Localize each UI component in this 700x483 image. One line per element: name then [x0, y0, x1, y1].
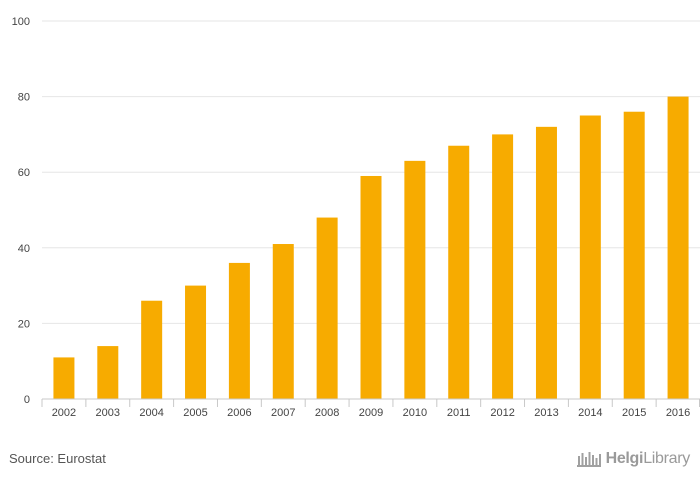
x-tick-label: 2002 — [52, 407, 76, 419]
brand-name-bold: Helgi — [605, 450, 644, 467]
bar-2016[interactable] — [667, 96, 689, 399]
y-tick-label: 100 — [12, 16, 30, 28]
y-tick-label: 20 — [18, 318, 30, 330]
x-tick-label: 2012 — [490, 407, 514, 419]
x-tick-label: 2006 — [227, 407, 251, 419]
bar-2012[interactable] — [492, 134, 514, 399]
bar-2009[interactable] — [360, 175, 382, 399]
x-tick-label: 2007 — [271, 407, 295, 419]
bar-2011[interactable] — [448, 145, 470, 399]
bar-2007[interactable] — [272, 244, 294, 399]
source-label: Source: Eurostat — [9, 451, 106, 466]
bar-2015[interactable] — [623, 111, 645, 399]
brand-name-rest: Library — [643, 450, 690, 467]
chart-footer: Source: Eurostat HelgiLibrary — [0, 440, 700, 483]
bar-2003[interactable] — [97, 346, 119, 399]
y-tick-label: 40 — [18, 243, 30, 255]
bar-2006[interactable] — [228, 262, 250, 399]
x-tick-label: 2009 — [359, 407, 383, 419]
bar-2005[interactable] — [185, 285, 207, 399]
x-tick-label: 2015 — [622, 407, 646, 419]
library-icon — [576, 452, 601, 467]
y-tick-label: 0 — [24, 394, 30, 406]
brand-name: HelgiLibrary — [605, 450, 691, 468]
bars — [53, 96, 689, 400]
x-tick-label: 2003 — [96, 407, 120, 419]
x-tick-label: 2004 — [139, 407, 163, 419]
y-tick-label: 80 — [18, 92, 30, 104]
bar-2004[interactable] — [141, 300, 163, 399]
x-tick-label: 2014 — [578, 407, 602, 419]
x-tick-label: 2008 — [315, 407, 339, 419]
x-tick-label: 2013 — [534, 407, 558, 419]
bar-2002[interactable] — [53, 357, 75, 399]
x-tick-label: 2005 — [183, 407, 207, 419]
bar-2014[interactable] — [579, 115, 601, 400]
x-axis: 2002 2003 2004 2005 2006 2007 2008 2009 2010 2011… — [41, 399, 700, 419]
bar-2008[interactable] — [316, 217, 338, 399]
x-tick-label: 2016 — [666, 407, 690, 419]
bar-2010[interactable] — [404, 160, 426, 399]
x-tick-label: 2011 — [447, 407, 471, 419]
x-tick-label: 2010 — [403, 407, 427, 419]
y-axis: 0 20 40 60 80 100 — [12, 16, 30, 406]
y-tick-label: 60 — [18, 167, 30, 179]
bar-2013[interactable] — [535, 126, 557, 399]
helgi-library-logo: HelgiLibrary — [576, 448, 690, 468]
